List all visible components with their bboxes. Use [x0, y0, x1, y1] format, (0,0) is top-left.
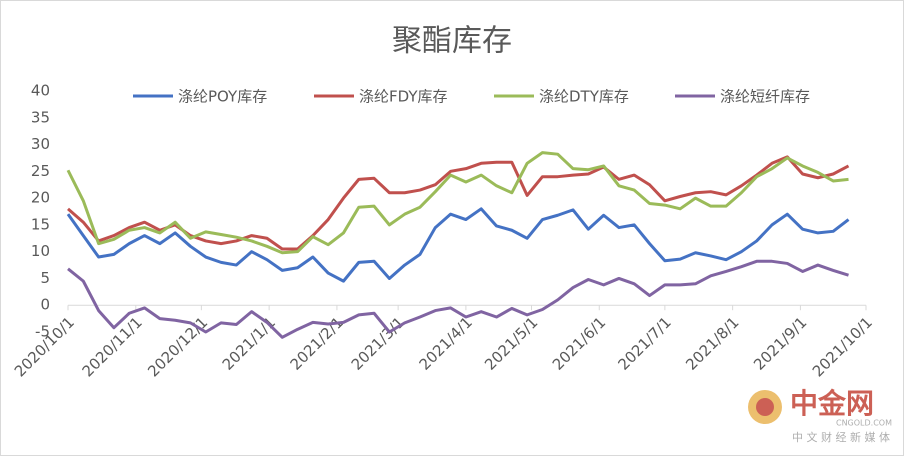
y-tick-label: 15: [31, 215, 50, 233]
y-tick-label: 25: [31, 162, 50, 180]
series-line: [67, 259, 849, 339]
y-tick-label: 10: [31, 242, 50, 260]
y-tick-label: 35: [31, 108, 50, 126]
series-line: [67, 155, 850, 251]
series-line: [66, 151, 849, 255]
watermark-slogan: 中 文 财 经 新 媒 体: [792, 430, 890, 444]
y-tick-label: -5: [35, 323, 50, 341]
y-tick-label: 30: [31, 135, 50, 153]
logo-inner: [756, 398, 774, 416]
y-tick-label: 20: [31, 189, 50, 207]
y-tick-label: 0: [40, 296, 50, 314]
legend-label: 涤纶短纤库存: [720, 88, 810, 106]
legend-label: 涤纶FDY库存: [359, 88, 448, 106]
watermark-site: CNGOLD.COM: [836, 419, 892, 428]
legend-label: 涤纶POY库存: [178, 88, 267, 106]
watermark: 中金网 CNGOLD.COM 中 文 财 经 新 媒 体: [748, 387, 892, 444]
watermark-name: 中金网: [790, 387, 874, 420]
chart-title: 聚酯库存: [392, 24, 512, 59]
y-tick-label: 5: [40, 269, 50, 287]
legend-label: 涤纶DTY库存: [539, 88, 629, 106]
series-line: [66, 207, 850, 283]
y-tick-label: 40: [31, 82, 50, 100]
